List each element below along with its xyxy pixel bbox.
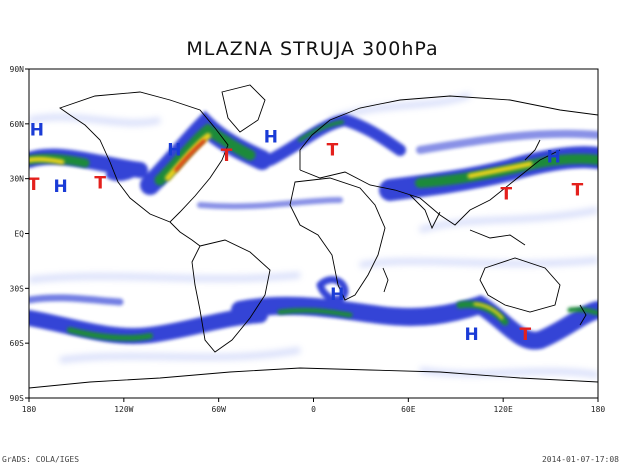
high-pressure-marker: H xyxy=(547,148,561,168)
high-pressure-marker: H xyxy=(53,177,67,197)
lon-tick-label: 120W xyxy=(114,405,133,414)
lat-tick-label: 90S xyxy=(10,394,25,403)
lon-tick-label: 180 xyxy=(22,405,37,414)
lon-tick-label: 60E xyxy=(401,405,416,414)
high-pressure-marker: H xyxy=(264,128,278,148)
low-pressure-marker: T xyxy=(28,175,40,195)
longitude-ticks: 180 120W 60W 0 60E 120E 180 xyxy=(22,398,606,414)
latitude-ticks: 90N 60N 30N EQ 30S 60S 90S xyxy=(10,65,29,403)
low-pressure-marker: T xyxy=(519,325,531,345)
low-pressure-marker: T xyxy=(572,181,584,201)
lon-tick-label: 60W xyxy=(211,405,226,414)
low-pressure-marker: T xyxy=(327,140,339,160)
footer-credit: GrADS: COLA/IGES xyxy=(2,455,80,464)
pressure-markers: HHT TH THT HT THH T xyxy=(28,120,584,345)
footer-timestamp: 2014-01-07-17:08 xyxy=(541,455,619,464)
lat-tick-label: 30N xyxy=(10,175,25,184)
lat-tick-label: EQ xyxy=(14,230,24,239)
low-pressure-marker: T xyxy=(501,184,513,204)
jet-stream-field: HHT TH THT HT THH T xyxy=(28,84,598,389)
map-frame xyxy=(28,68,599,399)
high-pressure-marker: H xyxy=(167,140,181,160)
lon-tick-label: 180 xyxy=(591,405,606,414)
lon-tick-label: 120E xyxy=(494,405,513,414)
lat-tick-label: 60N xyxy=(10,120,25,129)
lat-tick-label: 60S xyxy=(10,339,25,348)
map-title: MLAZNA STRUJA 300hPa xyxy=(186,38,439,60)
low-pressure-marker: T xyxy=(221,146,233,166)
low-pressure-marker: T xyxy=(94,173,106,193)
coastlines xyxy=(29,84,598,389)
high-pressure-marker: H xyxy=(30,120,44,140)
lat-tick-label: 30S xyxy=(10,284,25,293)
lon-tick-label: 0 xyxy=(311,405,316,414)
lat-tick-label: 90N xyxy=(10,65,25,74)
high-pressure-marker: H xyxy=(464,325,478,345)
high-pressure-marker: H xyxy=(330,285,344,305)
